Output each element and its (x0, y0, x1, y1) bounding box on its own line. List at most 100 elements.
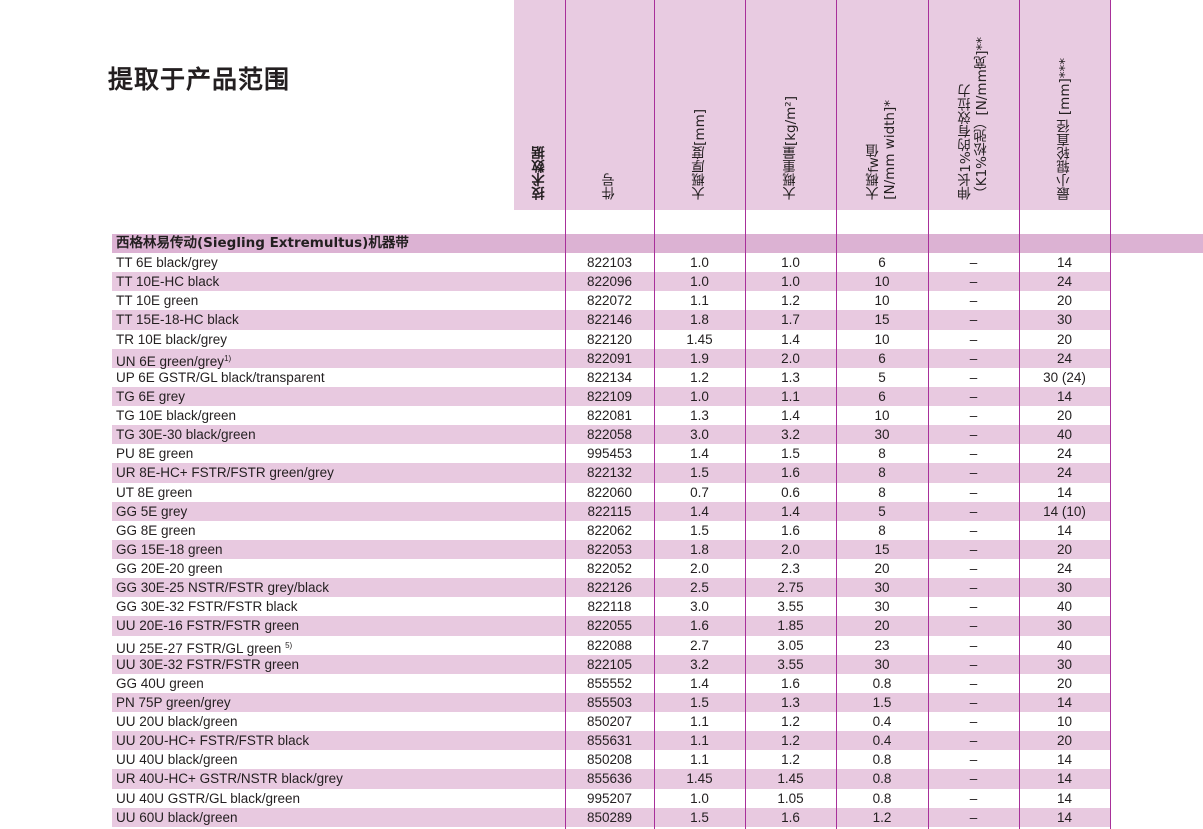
product-name-text: GG 8E green (116, 522, 196, 538)
table-row: TR 10E black/grey 822120 1.45 1.4 10 – 20 (112, 330, 1110, 349)
product-name: UU 60U black/green (112, 808, 565, 827)
weight-cell: 3.55 (777, 656, 804, 672)
product-name-text: TG 10E black/green (116, 408, 237, 423)
table-row: TT 10E green 822072 1.1 1.2 10 – 20 (112, 291, 1110, 310)
product-name-text: TT 15E-18-HC black (116, 312, 239, 328)
k1-force-cell: – (969, 656, 978, 672)
product-name: TG 30E-30 black/green (112, 425, 565, 444)
k1-force-cell: – (969, 809, 978, 825)
table-row: GG 15E-18 green 822053 1.8 2.0 15 – 20 (112, 539, 1110, 559)
thickness-cell: 2.5 (690, 580, 709, 596)
thickness-cell: 1.1 (690, 733, 709, 749)
product-name: PN 75P green/grey (112, 693, 565, 712)
header-tech-data: 技术数据 (514, 0, 565, 200)
fw-value-cell: 15 (874, 312, 890, 328)
fw-value-cell: 6 (878, 255, 886, 270)
fw-value-cell: 0.8 (872, 675, 892, 691)
part-number-cell: 855552 (586, 675, 633, 691)
weight-cell: 1.5 (781, 446, 800, 462)
min-pulley-diameter-cell: 24 (1056, 446, 1073, 462)
thickness-cell: 1.1 (690, 293, 709, 309)
table-row: TT 15E-18-HC black 822146 1.8 1.7 15 – 30 (112, 310, 1110, 330)
thickness-cell: 1.5 (690, 522, 709, 538)
fw-value-cell: 10 (874, 408, 890, 423)
header-thickness-label: 大概厚度[mm] (691, 109, 708, 200)
k1-force-cell: – (969, 618, 978, 634)
product-name-text: PN 75P green/grey (116, 694, 231, 710)
thickness-cell: 1.8 (690, 541, 709, 557)
product-name: TG 6E grey (112, 387, 565, 406)
k1-force-cell: – (969, 312, 978, 328)
fw-value-cell: 5 (878, 369, 886, 385)
fw-value-cell: 30 (874, 599, 890, 615)
min-pulley-diameter-cell: 14 (1056, 809, 1073, 825)
product-name-text: TG 30E-30 black/green (116, 427, 256, 443)
weight-cell: 1.4 (781, 503, 800, 519)
thickness-cell: 1.4 (690, 503, 709, 519)
min-pulley-diameter-cell: 30 (1056, 656, 1073, 672)
header-min-pulley: 最小辊轮直径 [mm]*** (1019, 0, 1110, 200)
fw-value-cell: 30 (874, 580, 890, 596)
fw-value-cell: 0.8 (872, 752, 892, 768)
product-name-text: TT 10E green (116, 293, 199, 309)
k1-force-cell: – (969, 350, 978, 366)
product-name-text: UU 30E-32 FSTR/FSTR green (116, 656, 300, 672)
k1-force-cell: – (969, 465, 978, 481)
fw-value-cell: 10 (874, 293, 890, 309)
section-header: 西格林易传动(Siegling Extremultus)机器带 (112, 234, 1203, 253)
k1-force-cell: – (969, 599, 978, 615)
weight-cell: 1.05 (777, 790, 804, 806)
table-header-background (514, 0, 1110, 210)
table-row: UU 20U black/green 850207 1.1 1.2 0.4 – 10 (112, 712, 1110, 731)
thickness-cell: 1.5 (690, 465, 709, 481)
table-row: UU 20E-16 FSTR/FSTR green 822055 1.6 1.85 20… (112, 616, 1110, 636)
k1-force-cell: – (969, 637, 978, 653)
min-pulley-diameter-cell: 14 (1056, 484, 1073, 500)
thickness-cell: 1.5 (690, 809, 709, 825)
table-row: TG 10E black/green 822081 1.3 1.4 10 – 20 (112, 406, 1110, 425)
thickness-cell: 1.5 (690, 694, 709, 710)
product-name: UU 30E-32 FSTR/FSTR green (112, 655, 565, 674)
header-fw-value: 大概fw值 [N/mm width]* (836, 0, 928, 200)
thickness-cell: 1.0 (690, 388, 709, 404)
product-name-text: UR 40U-HC+ GSTR/NSTR black/grey (116, 771, 343, 787)
min-pulley-diameter-cell: 24 (1056, 465, 1073, 481)
weight-cell: 1.7 (781, 312, 800, 328)
fw-value-cell: 15 (874, 541, 890, 557)
product-name-text: GG 40U green (116, 675, 204, 691)
part-number-cell: 822052 (586, 561, 633, 576)
product-name-text: TR 10E black/grey (116, 331, 228, 347)
min-pulley-diameter-cell: 40 (1056, 427, 1073, 443)
part-number-cell: 850207 (586, 714, 633, 729)
header-part-no-label: 件号 (601, 173, 618, 200)
header-min-pulley-label: 最小辊轮直径 [mm]*** (1056, 57, 1073, 200)
table-row: UU 30E-32 FSTR/FSTR green 822105 3.2 3.55 30… (112, 654, 1110, 674)
k1-force-cell: – (969, 446, 978, 462)
table-row: GG 40U green 855552 1.4 1.6 0.8 – 20 (112, 674, 1110, 693)
min-pulley-diameter-cell: 24 (1056, 350, 1073, 366)
product-name-text: GG 5E grey (116, 503, 188, 519)
product-name: UU 40U black/green (112, 750, 565, 769)
product-name: GG 30E-25 NSTR/FSTR grey/black (112, 578, 565, 597)
header-fw-value-label: 大概fw值 [N/mm width]* (866, 100, 898, 200)
weight-cell: 1.4 (781, 331, 800, 347)
table-row: UU 40U GSTR/GL black/green 995207 1.0 1.05 0… (112, 789, 1110, 808)
product-name: GG 40U green (112, 674, 565, 693)
k1-force-cell: – (969, 752, 978, 768)
section-title: 西格林易传动(Siegling Extremultus)机器带 (116, 235, 409, 251)
weight-cell: 1.2 (781, 752, 800, 768)
thickness-cell: 0.7 (690, 484, 709, 500)
product-name-text: UR 8E-HC+ FSTR/FSTR green/grey (116, 465, 334, 481)
part-number-cell: 822105 (586, 656, 633, 672)
part-number-cell: 855636 (586, 771, 633, 787)
k1-force-cell: – (969, 733, 978, 749)
product-name: UU 25E-27 FSTR/GL green 5) (112, 636, 565, 656)
min-pulley-diameter-cell: 20 (1056, 331, 1073, 347)
k1-force-cell: – (969, 274, 978, 290)
product-name-text: UU 60U black/green (116, 809, 238, 825)
part-number-cell: 822053 (586, 541, 633, 557)
table-row: TG 6E grey 822109 1.0 1.1 6 – 14 (112, 386, 1110, 406)
k1-force-cell: – (969, 388, 978, 404)
fw-value-cell: 20 (874, 618, 890, 634)
fw-value-cell: 6 (878, 350, 886, 366)
